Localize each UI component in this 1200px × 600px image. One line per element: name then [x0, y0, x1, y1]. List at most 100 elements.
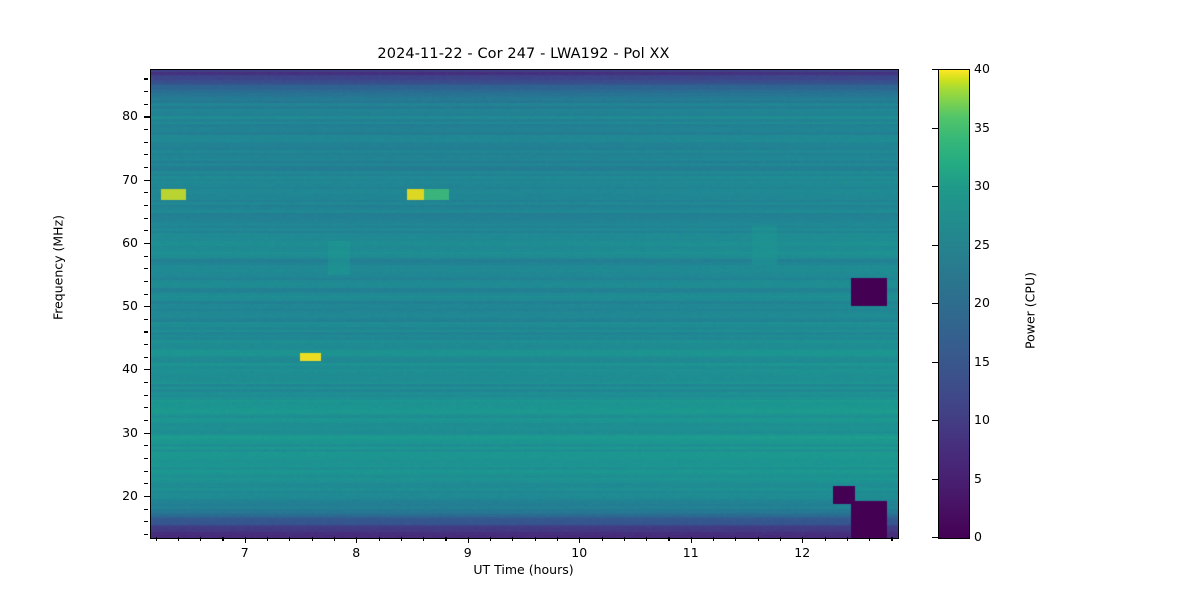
x-axis-tick [467, 537, 469, 543]
y-axis-minor-tick [144, 382, 148, 384]
colorbar-tick [932, 69, 938, 71]
y-axis-minor-tick [144, 129, 148, 131]
x-axis-tick [244, 537, 246, 543]
x-axis-minor-tick [423, 537, 425, 541]
x-axis-tick [802, 537, 804, 543]
x-axis-minor-tick [556, 537, 559, 541]
y-axis-tick-label: 60 [122, 234, 138, 250]
x-axis-minor-tick [400, 537, 402, 541]
y-axis-minor-tick [144, 407, 148, 409]
y-axis-minor-tick [144, 268, 148, 270]
x-axis-minor-tick [177, 537, 179, 541]
x-axis-minor-tick [490, 537, 492, 541]
x-axis-minor-tick [757, 537, 759, 541]
spectrogram-axes[interactable] [150, 69, 899, 539]
x-axis-minor-tick [601, 537, 603, 541]
colorbar-tick [932, 303, 938, 305]
x-axis-minor-tick [824, 537, 826, 541]
x-axis-tick [579, 537, 581, 543]
x-axis-tick [690, 537, 692, 543]
y-axis-minor-tick [144, 344, 148, 346]
y-axis-tick-label: 20 [122, 487, 138, 503]
y-axis-minor-tick [144, 217, 148, 219]
y-axis-tick [144, 179, 150, 181]
x-axis-tick-label: 9 [463, 545, 472, 560]
y-axis-minor-tick [144, 508, 148, 510]
x-axis-minor-tick [155, 537, 157, 541]
x-axis-tick [356, 537, 358, 543]
y-axis-minor-tick [144, 230, 148, 232]
x-axis-minor-tick [311, 537, 313, 541]
y-axis-tick [144, 306, 150, 308]
x-axis-minor-tick [200, 537, 202, 541]
colorbar-tick [932, 244, 938, 246]
x-axis-label: UT Time (hours) [473, 562, 574, 577]
x-axis-minor-tick [512, 537, 514, 541]
x-axis-minor-tick [333, 537, 336, 541]
colorbar-tick-label: 25 [974, 236, 990, 252]
colorbar-tick-label: 15 [974, 353, 990, 369]
y-axis-tick [144, 242, 150, 244]
y-axis-tick-label: 50 [122, 298, 138, 314]
x-axis-minor-tick [891, 537, 893, 541]
colorbar-tick-label: 10 [974, 412, 990, 427]
x-axis-minor-tick [846, 537, 848, 541]
x-axis-tick-label: 10 [571, 545, 588, 560]
x-axis-tick-label: 11 [682, 545, 699, 560]
y-axis-tick-label: 80 [122, 108, 138, 124]
y-axis-tick-label: 70 [122, 171, 138, 187]
spectrogram-canvas [151, 70, 898, 538]
colorbar-tick-label: 5 [974, 470, 982, 486]
spectrogram-image [151, 70, 898, 538]
y-axis-tick [144, 369, 150, 371]
y-axis-minor-tick [144, 533, 148, 535]
x-axis-tick-label: 12 [794, 545, 811, 560]
colorbar-tick [932, 186, 938, 188]
y-axis-tick [144, 116, 150, 118]
y-axis-minor-tick [144, 293, 148, 295]
y-axis-minor-tick [144, 318, 148, 320]
x-axis-minor-tick [378, 537, 380, 541]
chart-title: 2024-11-22 - Cor 247 - LWA192 - Pol XX [377, 46, 670, 62]
y-axis-minor-tick [144, 483, 148, 485]
x-axis-minor-tick [779, 537, 782, 541]
y-axis-minor-tick [144, 78, 148, 80]
y-axis-minor-tick [144, 154, 148, 156]
y-axis-minor-tick [144, 91, 148, 93]
y-axis-minor-tick [144, 394, 148, 396]
x-axis-minor-tick [534, 537, 536, 541]
x-axis-minor-tick [735, 537, 737, 541]
colorbar-tick [932, 478, 938, 480]
colorbar-tick-label: 35 [974, 119, 990, 135]
y-axis-minor-tick [144, 331, 148, 333]
colorbar-tick [932, 537, 938, 539]
colorbar-tick-label: 30 [974, 178, 990, 193]
x-axis-minor-tick [222, 537, 224, 541]
y-axis-tick-label: 40 [122, 361, 138, 377]
x-axis-minor-tick [623, 537, 625, 541]
x-axis-tick-label: 7 [240, 545, 249, 560]
y-axis-minor-tick [144, 103, 148, 105]
y-axis-tick [144, 495, 150, 497]
x-axis-minor-tick [445, 537, 447, 541]
x-axis-minor-tick [646, 537, 648, 541]
colorbar-label: Power (CPU) [1022, 272, 1038, 349]
y-axis-minor-tick [144, 167, 148, 169]
y-axis-tick [144, 432, 150, 434]
y-axis-minor-tick [144, 420, 148, 422]
y-axis-tick-label: 30 [122, 424, 138, 440]
y-axis-minor-tick [144, 141, 148, 143]
y-axis-minor-tick [144, 457, 148, 460]
y-axis-minor-tick [144, 204, 148, 207]
colorbar-tick [932, 420, 938, 422]
colorbar-tick [932, 361, 938, 363]
colorbar-tick-label: 0 [974, 529, 982, 544]
colorbar-tick-label: 20 [974, 295, 990, 310]
x-axis-minor-tick [267, 537, 269, 541]
y-axis-minor-tick [144, 280, 148, 282]
x-axis-minor-tick [668, 537, 670, 541]
y-axis-minor-tick [144, 192, 148, 194]
y-axis-minor-tick [144, 470, 148, 472]
y-axis-label: Frequency (MHz) [50, 214, 66, 321]
